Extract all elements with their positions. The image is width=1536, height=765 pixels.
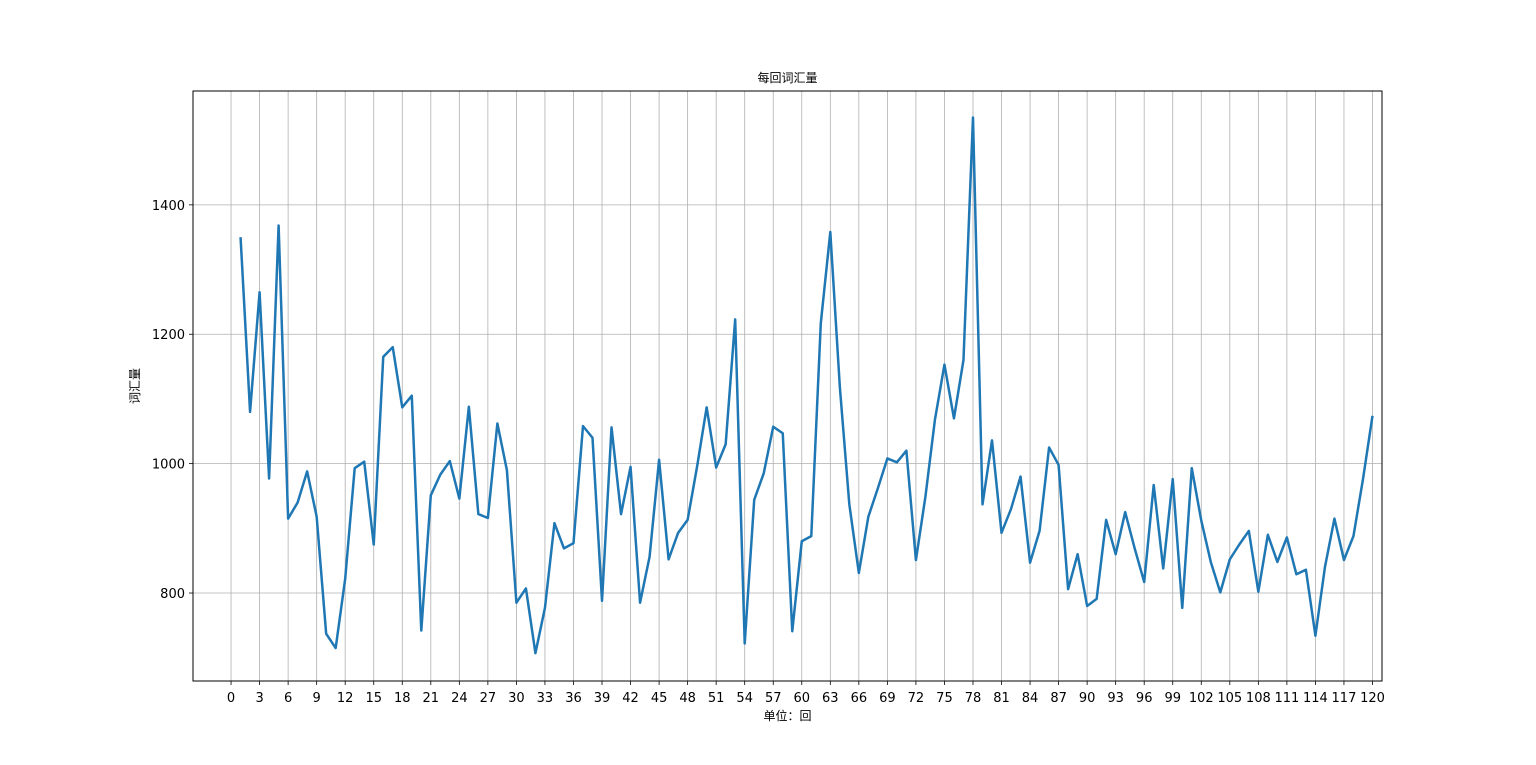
x-tick-label: 15 [365, 691, 382, 706]
x-tick-label: 45 [651, 691, 668, 706]
x-tick-label: 54 [736, 691, 753, 706]
x-tick-label: 90 [1079, 691, 1096, 706]
x-tick-label: 78 [965, 691, 982, 706]
x-tick-label: 69 [879, 691, 896, 706]
x-tick-label: 93 [1107, 691, 1124, 706]
y-tick-label: 800 [160, 587, 185, 602]
chart-title: 每回词汇量 [757, 70, 817, 85]
x-axis-ticks: 0 3 6 9 12 15 18 21 24 27 30 33 36 39 42 45 48 51 54 57 60 63… [227, 681, 1385, 706]
x-tick-label: 75 [936, 691, 953, 706]
x-tick-label: 72 [908, 691, 925, 706]
x-tick-label: 96 [1136, 691, 1153, 706]
x-tick-label: 18 [394, 691, 411, 706]
x-tick-label: 30 [508, 691, 525, 706]
x-tick-label: 24 [451, 691, 468, 706]
x-tick-label: 0 [227, 691, 235, 706]
x-tick-label: 99 [1164, 691, 1181, 706]
x-tick-label: 39 [594, 691, 611, 706]
x-tick-label: 60 [793, 691, 810, 706]
grid-lines [193, 91, 1382, 681]
y-axis-ticks: 800 1000 1200 1400 [152, 199, 193, 602]
x-tick-label: 108 [1246, 691, 1271, 706]
x-tick-label: 120 [1360, 691, 1385, 706]
x-tick-label: 27 [480, 691, 497, 706]
x-tick-label: 63 [822, 691, 839, 706]
x-tick-label: 48 [679, 691, 696, 706]
series-line [239, 116, 1374, 655]
y-tick-label: 1200 [152, 328, 185, 343]
x-tick-label: 36 [565, 691, 582, 706]
y-tick-label: 1000 [152, 458, 185, 473]
x-tick-label: 42 [622, 691, 639, 706]
x-tick-label: 33 [537, 691, 554, 706]
x-tick-label: 57 [765, 691, 782, 706]
x-tick-label: 51 [708, 691, 725, 706]
x-tick-label: 6 [284, 691, 292, 706]
y-axis-label: 词汇量 [128, 368, 142, 404]
x-tick-label: 111 [1274, 691, 1299, 706]
x-tick-label: 87 [1050, 691, 1067, 706]
x-tick-label: 114 [1303, 691, 1328, 706]
x-tick-label: 3 [255, 691, 263, 706]
x-tick-label: 12 [337, 691, 354, 706]
x-tick-label: 102 [1189, 691, 1214, 706]
plot-frame [192, 90, 1383, 682]
x-tick-label: 21 [423, 691, 440, 706]
x-tick-label: 117 [1332, 691, 1357, 706]
x-axis-label: 单位：回 [763, 708, 811, 723]
y-tick-label: 1400 [152, 199, 185, 214]
x-tick-label: 9 [313, 691, 321, 706]
series-layer [239, 116, 1374, 655]
x-tick-label: 81 [993, 691, 1010, 706]
x-tick-label: 105 [1217, 691, 1242, 706]
x-tick-label: 84 [1022, 691, 1039, 706]
x-tick-label: 66 [851, 691, 868, 706]
